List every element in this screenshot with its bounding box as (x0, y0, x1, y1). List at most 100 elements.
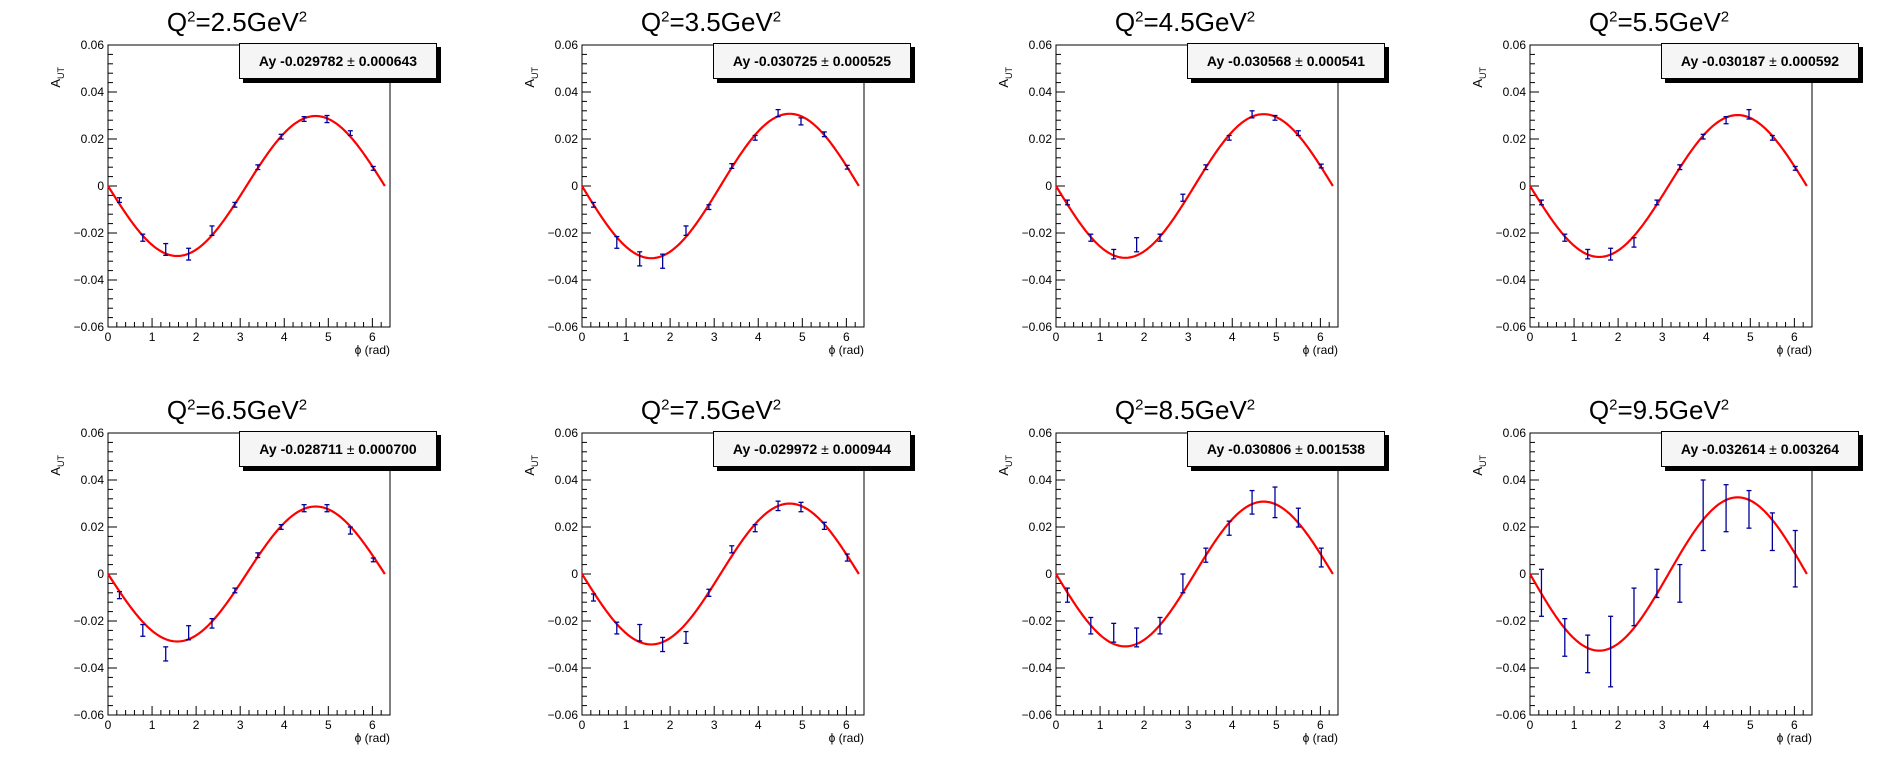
chart-svg: 0 1 2 3 4 5 6 −0.06 −0.04 −0.02 0 0.02 0.04 0.06 AUT ϕ … (1470, 38, 1813, 357)
legend-param-value: -0.030725 (754, 53, 822, 69)
x-tick-label: 1 (149, 330, 156, 344)
x-tick-label: 4 (1703, 718, 1710, 732)
x-tick-label: 5 (1747, 330, 1754, 344)
title-text: =2.5GeV (195, 7, 299, 37)
y-tick-label: −0.06 (1022, 708, 1053, 722)
x-tick-label: 3 (237, 718, 244, 732)
y-tick-label: −0.06 (1496, 708, 1527, 722)
data-point (1769, 134, 1775, 141)
x-tick-label: 2 (193, 330, 200, 344)
legend-param-error: 0.000525 (828, 53, 892, 69)
data-point (844, 164, 850, 170)
y-tick-label: −0.04 (1022, 273, 1053, 287)
title-text: Q (1588, 7, 1610, 37)
data-point (798, 501, 804, 513)
y-tick-label: 0.06 (1503, 426, 1527, 440)
y-tick-label: 0.06 (1503, 38, 1527, 52)
y-tick-label: 0.02 (555, 520, 579, 534)
y-tick-label: 0.04 (81, 85, 105, 99)
data-point (798, 117, 804, 126)
data-point (1295, 130, 1301, 137)
data-point (370, 557, 376, 563)
y-axis-title-sub: UT (530, 67, 540, 79)
y-axis-title: AUT (48, 455, 66, 476)
x-axis-title: ϕ (rad) (1303, 343, 1338, 357)
y-tick-label: −0.06 (1022, 320, 1053, 334)
chart-title: Q2=9.5GeV2 (1422, 395, 1896, 426)
data-point (232, 201, 238, 208)
data-point (637, 251, 643, 267)
x-tick-label: 3 (711, 330, 718, 344)
legend-pm-symbol: ± (346, 441, 355, 457)
title-superscript: 2 (1720, 396, 1730, 414)
data-point (1111, 622, 1117, 643)
x-tick-label: 4 (755, 718, 762, 732)
title-text: =4.5GeV (1143, 7, 1247, 37)
chart-svg: 0 1 2 3 4 5 6 −0.06 −0.04 −0.02 0 0.02 0.04 0.06 AUT ϕ … (48, 426, 391, 745)
x-tick-label: 1 (149, 718, 156, 732)
legend-param-error: 0.000592 (1776, 53, 1840, 69)
chart-title: Q2=5.5GeV2 (1422, 7, 1896, 38)
data-point (1318, 547, 1324, 568)
title-superscript: 2 (1720, 8, 1730, 26)
y-tick-label: 0.02 (1503, 132, 1527, 146)
y-tick-label: 0.02 (1503, 520, 1527, 534)
title-superscript: 2 (298, 396, 308, 414)
data-point (255, 552, 261, 559)
legend-param-name: Ay (1680, 441, 1703, 457)
y-tick-label: 0 (571, 179, 578, 193)
y-tick-label: −0.02 (74, 226, 105, 240)
y-axis-title: AUT (48, 67, 66, 88)
y-axis-title-main: A (1470, 79, 1485, 88)
data-point (1654, 568, 1660, 599)
legend-param-value: -0.030806 (1228, 441, 1296, 457)
y-axis-title: AUT (522, 67, 540, 88)
y-axis-title-sub: UT (1004, 67, 1014, 79)
data-point (844, 553, 850, 562)
title-text: Q (166, 7, 188, 37)
chart-title: Q2=3.5GeV2 (474, 7, 948, 38)
data-point (1792, 165, 1798, 171)
x-tick-label: 3 (1659, 718, 1666, 732)
legend-param-value: -0.032614 (1702, 441, 1770, 457)
y-tick-label: −0.02 (548, 614, 579, 628)
fit-curve (1529, 496, 1808, 652)
fit-curve (107, 114, 386, 258)
title-superscript: 2 (1246, 396, 1256, 414)
legend-param-name: Ay (1680, 53, 1703, 69)
y-tick-label: 0.04 (81, 473, 105, 487)
legend-pm-symbol: ± (1295, 53, 1303, 69)
data-point (590, 593, 596, 602)
data-point (140, 623, 146, 637)
y-tick-label: −0.06 (74, 320, 105, 334)
y-tick-label: −0.04 (1496, 273, 1527, 287)
data-point (1203, 547, 1209, 563)
fit-legend-box: Ay -0.032614 ± 0.003264 (1661, 431, 1859, 467)
legend-param-error: 0.000541 (1302, 53, 1366, 69)
x-tick-label: 6 (1791, 718, 1798, 732)
data-point (347, 130, 353, 137)
data-point (186, 625, 192, 641)
y-tick-label: 0.06 (555, 38, 579, 52)
data-point (1226, 134, 1232, 141)
x-tick-label: 0 (579, 718, 586, 732)
title-text: Q (1588, 395, 1610, 425)
y-axis-title-main: A (48, 79, 63, 88)
data-point (1180, 573, 1186, 594)
data-point (1562, 617, 1568, 657)
y-tick-label: −0.06 (1496, 320, 1527, 334)
x-tick-label: 6 (369, 330, 376, 344)
x-axis-title: ϕ (rad) (1303, 731, 1338, 745)
data-point (1318, 163, 1324, 169)
y-tick-label: 0.06 (1029, 38, 1053, 52)
title-superscript: 2 (661, 396, 670, 414)
x-tick-label: 5 (1273, 330, 1280, 344)
x-tick-label: 3 (711, 718, 718, 732)
x-tick-label: 1 (1571, 330, 1578, 344)
title-text: =5.5GeV (1617, 7, 1721, 37)
y-tick-label: −0.02 (74, 614, 105, 628)
x-tick-label: 3 (1185, 718, 1192, 732)
y-axis-title-sub: UT (56, 67, 66, 79)
data-point (116, 197, 122, 204)
data-point (1538, 568, 1544, 617)
